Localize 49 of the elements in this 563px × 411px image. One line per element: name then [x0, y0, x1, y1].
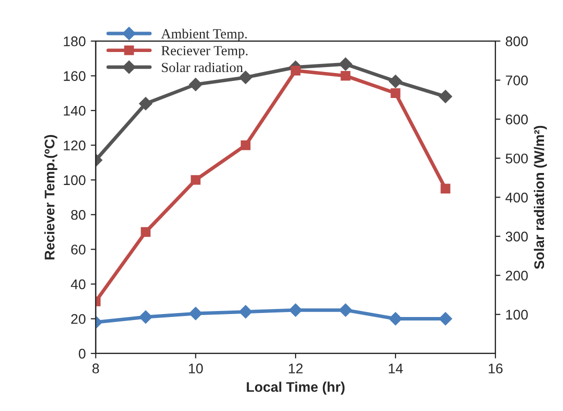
point	[239, 305, 252, 318]
y2-tick-label: 400	[505, 192, 528, 202]
y-tick-label: 80	[71, 210, 86, 220]
y-tick-label: 100	[64, 175, 86, 186]
point	[438, 312, 452, 326]
point	[288, 303, 302, 317]
y2-tick-label: 300	[506, 232, 528, 242]
point	[338, 303, 352, 317]
y-tick-label: 40	[70, 279, 86, 290]
point	[140, 227, 151, 237]
y2-tick-label: 100	[506, 310, 528, 320]
y-tick-label: 140	[64, 106, 86, 116]
y-tick-label: 20	[71, 314, 86, 324]
y2-tick-label: 500	[506, 154, 528, 164]
point	[340, 70, 350, 81]
point	[388, 312, 402, 326]
point	[189, 306, 202, 320]
legend-label: Ambient Temp.	[161, 28, 247, 42]
x-tick-label: 10	[188, 364, 203, 374]
y2-tick-label: 700	[506, 75, 528, 86]
y-tick-label: 160	[64, 71, 86, 81]
point	[440, 184, 450, 194]
y2-tick-label: 800	[506, 36, 528, 46]
point	[189, 78, 202, 92]
point	[438, 90, 452, 104]
point	[190, 175, 201, 185]
x-tick-label: 12	[288, 364, 303, 374]
legend-label: Reciever Temp.	[161, 46, 248, 58]
y-tick-label: 180	[64, 36, 86, 46]
y2-tick-label: 200	[506, 270, 528, 281]
legend-label: Solar radiation	[162, 62, 243, 72]
point	[139, 310, 152, 324]
point	[338, 58, 352, 71]
y-axis-title: Reciever Temp.(ºC)	[44, 134, 58, 260]
point	[239, 70, 252, 84]
point	[390, 88, 400, 98]
y-tick-label: 120	[64, 140, 86, 150]
point	[139, 96, 152, 110]
point	[240, 140, 250, 150]
x-tick-label: 8	[92, 364, 99, 374]
y-tick-label: 0	[78, 348, 86, 359]
x-tick-label: 16	[488, 364, 503, 374]
y2-axis-title: Solar radiation (W/m²)	[534, 126, 547, 270]
point	[388, 74, 402, 88]
y2-tick-label: 600	[506, 114, 528, 124]
x-tick-label: 14	[388, 364, 403, 374]
x-axis-title: Local Time (hr)	[246, 382, 345, 395]
y-tick-label: 60	[71, 244, 86, 255]
point	[290, 66, 300, 76]
